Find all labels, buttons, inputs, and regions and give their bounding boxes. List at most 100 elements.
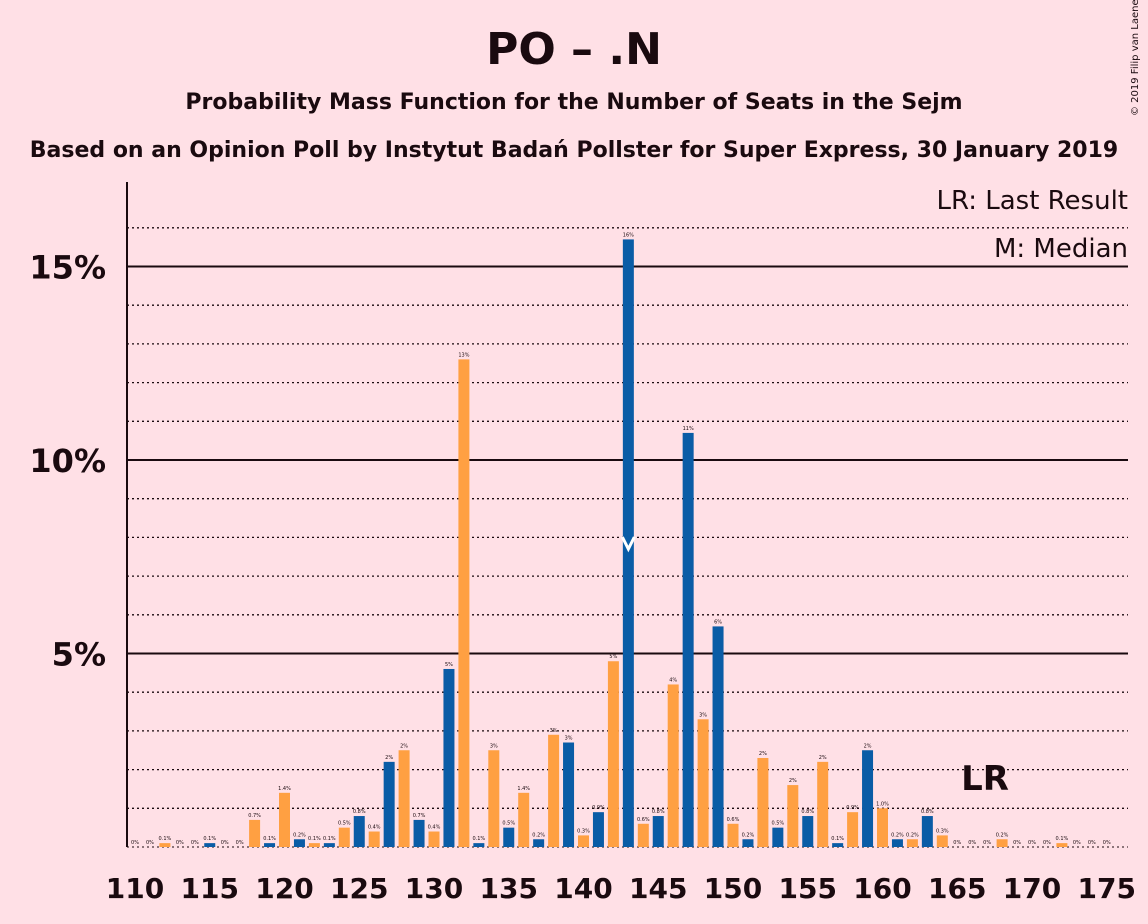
bar xyxy=(159,843,171,847)
data-label: 0.1% xyxy=(1056,836,1069,842)
data-label: 2% xyxy=(864,743,872,749)
data-label: 0% xyxy=(953,840,961,846)
bar xyxy=(936,835,948,847)
data-label: 0% xyxy=(146,840,154,846)
bar xyxy=(563,742,575,847)
bar xyxy=(368,831,380,847)
chart-subtitle-2: Based on an Opinion Poll by Instytut Bad… xyxy=(29,138,1119,163)
data-label: 0% xyxy=(983,840,991,846)
x-tick-label: 165 xyxy=(928,872,986,905)
data-label: 0.4% xyxy=(368,825,381,831)
data-label: 0.7% xyxy=(248,813,261,819)
data-label: 0.2% xyxy=(906,832,919,838)
x-ticks: 110 115 120 125 130 135 140 145 150 155 160 165 170 1… xyxy=(106,872,1136,905)
data-label: 0% xyxy=(1088,840,1096,846)
bar xyxy=(518,792,530,847)
data-label: 0.1% xyxy=(831,836,844,842)
y-tick-label: 15% xyxy=(29,249,106,287)
x-tick-label: 120 xyxy=(255,872,313,905)
x-tick-label: 145 xyxy=(629,872,687,905)
data-label: 0.5% xyxy=(502,821,515,827)
data-label: 4% xyxy=(669,677,677,683)
data-label: 0.8% xyxy=(801,809,814,815)
data-label: 2% xyxy=(789,778,797,784)
bar xyxy=(712,626,724,847)
data-label: 0% xyxy=(1043,840,1051,846)
x-tick-label: 135 xyxy=(480,872,538,905)
bar xyxy=(533,839,545,847)
data-label: 0.8% xyxy=(353,809,366,815)
bar xyxy=(637,823,649,847)
chart-title: PO – .N xyxy=(486,24,662,75)
legend-last-result: LR: Last Result xyxy=(936,186,1128,216)
bar xyxy=(413,819,425,847)
bar xyxy=(787,785,799,847)
median-marker xyxy=(621,536,636,553)
y-tick-label: 5% xyxy=(52,636,106,674)
bar xyxy=(204,843,216,847)
bar xyxy=(428,831,440,847)
chart-subtitle: Probability Mass Function for the Number… xyxy=(185,90,963,115)
bar xyxy=(383,761,395,847)
data-label: 13% xyxy=(458,352,469,358)
bar xyxy=(862,750,874,847)
bar xyxy=(443,668,455,847)
data-label: 11% xyxy=(683,426,694,432)
x-tick-label: 175 xyxy=(1078,872,1136,905)
data-label: 0% xyxy=(221,840,229,846)
x-tick-label: 130 xyxy=(405,872,463,905)
bar xyxy=(578,835,589,847)
data-label: 0.1% xyxy=(308,836,321,842)
data-label: 0.2% xyxy=(532,832,545,838)
bar xyxy=(891,839,903,847)
data-label: 0.8% xyxy=(921,809,934,815)
data-label: 2% xyxy=(385,755,393,761)
data-label: 0.1% xyxy=(263,836,276,842)
bar xyxy=(996,839,1008,847)
bars-group xyxy=(159,239,1068,847)
data-label: 16% xyxy=(623,232,634,238)
x-tick-label: 170 xyxy=(1003,872,1061,905)
x-tick-label: 125 xyxy=(330,872,388,905)
bar xyxy=(488,750,500,847)
bar xyxy=(697,719,709,847)
data-label: 0.1% xyxy=(159,836,172,842)
data-label: 0% xyxy=(191,840,199,846)
data-label: 0.2% xyxy=(996,832,1009,838)
data-label: 3% xyxy=(550,728,558,734)
bar xyxy=(921,816,933,847)
data-labels: 0% 0% 0.1% 0% 0% 0.1% 0% 0% 0.7% 0.1% 1.4% 0.2% 0.1%… xyxy=(131,232,1111,846)
x-tick-label: 115 xyxy=(181,872,239,905)
x-tick-label: 140 xyxy=(554,872,612,905)
data-label: 3% xyxy=(565,736,573,742)
data-label: 0% xyxy=(1103,840,1111,846)
y-ticks: 5% 10% 15% xyxy=(29,249,106,674)
data-label: 0.1% xyxy=(203,836,216,842)
bar xyxy=(592,812,604,847)
data-label: 0.1% xyxy=(323,836,336,842)
bar xyxy=(757,757,769,847)
bar xyxy=(622,239,634,847)
bar xyxy=(473,843,485,847)
bar xyxy=(877,808,888,847)
bar xyxy=(458,359,470,847)
data-label: 1.4% xyxy=(517,786,530,792)
data-label: 5% xyxy=(445,662,453,668)
data-label: 0.4% xyxy=(428,825,441,831)
data-label: 5% xyxy=(609,654,617,660)
bar xyxy=(772,827,784,847)
data-label: 0.3% xyxy=(577,828,590,834)
bar xyxy=(264,843,276,847)
bar xyxy=(667,684,679,847)
bar xyxy=(817,761,829,847)
bar xyxy=(503,827,515,847)
data-label: 2% xyxy=(400,743,408,749)
data-label: 0.6% xyxy=(637,817,650,823)
data-label: 0% xyxy=(968,840,976,846)
bar xyxy=(906,839,918,847)
x-tick-label: 155 xyxy=(779,872,837,905)
median-chevron xyxy=(621,536,636,553)
data-label: 0.9% xyxy=(846,805,859,811)
data-label: 0.7% xyxy=(413,813,426,819)
data-label: 0.5% xyxy=(771,821,784,827)
